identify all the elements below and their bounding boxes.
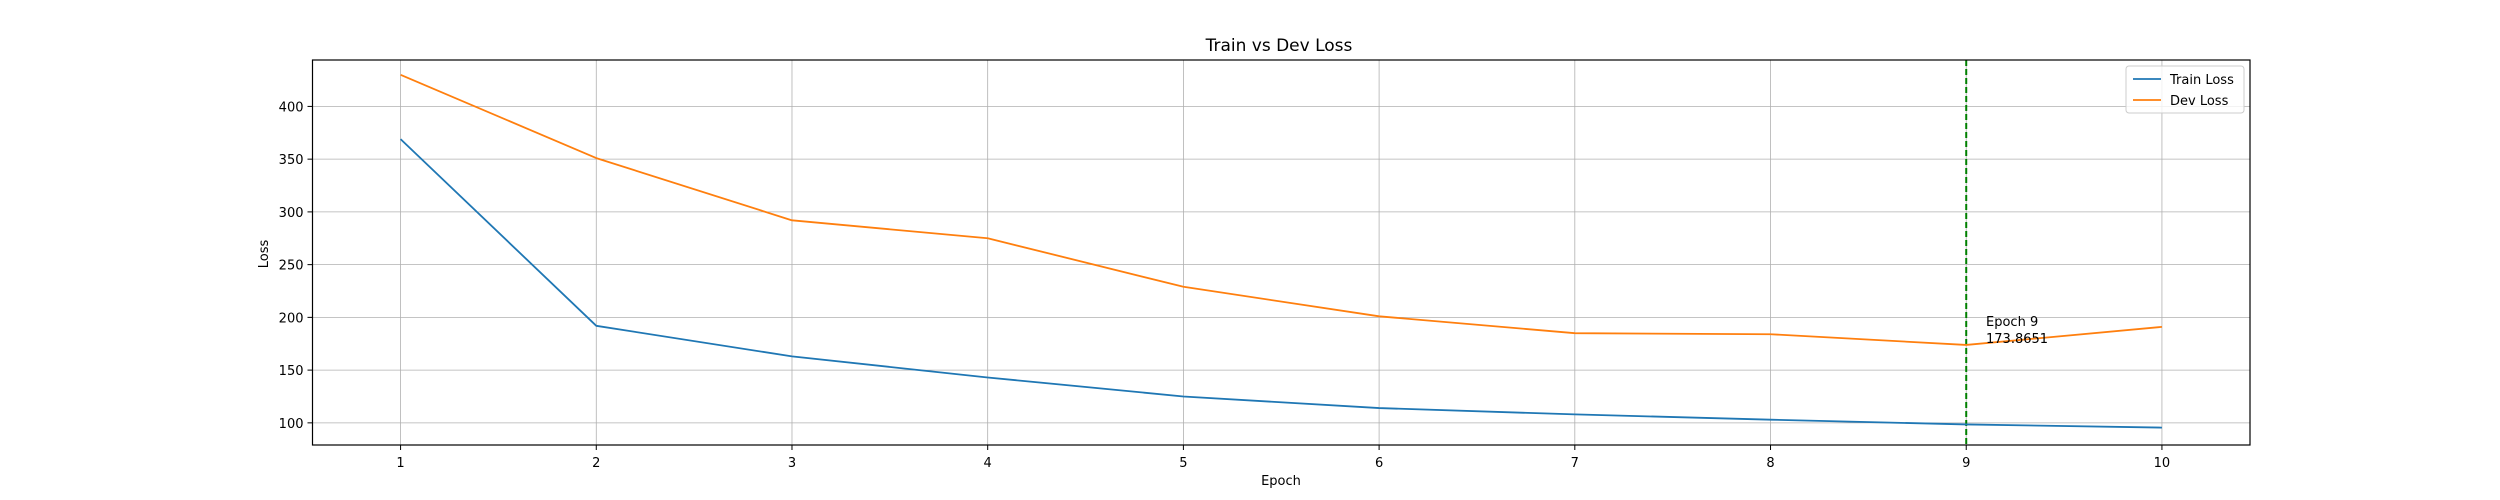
legend-label-dev-loss: Dev Loss xyxy=(2170,94,2229,109)
legend-label-train-loss: Train Loss xyxy=(2169,73,2234,88)
legend: Train Loss Dev Loss xyxy=(2125,65,2245,114)
x-tick-label: 1 xyxy=(396,456,404,471)
y-tick-label: 100 xyxy=(279,417,304,432)
y-tick-label: 250 xyxy=(279,259,304,274)
x-tick-label: 9 xyxy=(1962,456,1970,471)
legend-box xyxy=(2125,65,2245,114)
y-tick-label: 300 xyxy=(279,206,304,221)
y-tick-label: 200 xyxy=(279,311,304,326)
x-tick-label: 6 xyxy=(1375,456,1383,471)
x-tick-label: 3 xyxy=(788,456,796,471)
annotation-epoch: Epoch 9 xyxy=(1986,315,2038,330)
train-loss-line xyxy=(399,138,2162,429)
annotation: Epoch 9 173.8651 xyxy=(1986,315,2048,347)
annotation-value: 173.8651 xyxy=(1986,332,2048,347)
y-axis: 100 150 200 250 300 350 400 xyxy=(279,100,313,432)
x-tick-label: 5 xyxy=(1179,456,1187,471)
y-axis-label: Loss xyxy=(257,240,272,269)
x-tick-label: 4 xyxy=(984,456,992,471)
grid xyxy=(312,60,2250,445)
y-tick-label: 400 xyxy=(279,100,304,115)
x-tick-label: 8 xyxy=(1766,456,1774,471)
series-group xyxy=(399,73,2163,429)
y-tick-label: 350 xyxy=(279,153,304,168)
x-tick-label: 10 xyxy=(2154,456,2171,471)
x-tick-label: 7 xyxy=(1571,456,1579,471)
plot-frame xyxy=(311,59,2251,446)
y-tick-label: 150 xyxy=(279,364,304,379)
x-axis: 1 2 3 4 5 6 7 8 9 10 xyxy=(396,445,2170,471)
chart-title: Train vs Dev Loss xyxy=(1205,36,1353,56)
x-tick-label: 2 xyxy=(592,456,600,471)
x-axis-label: Epoch xyxy=(1261,474,1301,489)
dev-loss-line xyxy=(400,73,2163,346)
